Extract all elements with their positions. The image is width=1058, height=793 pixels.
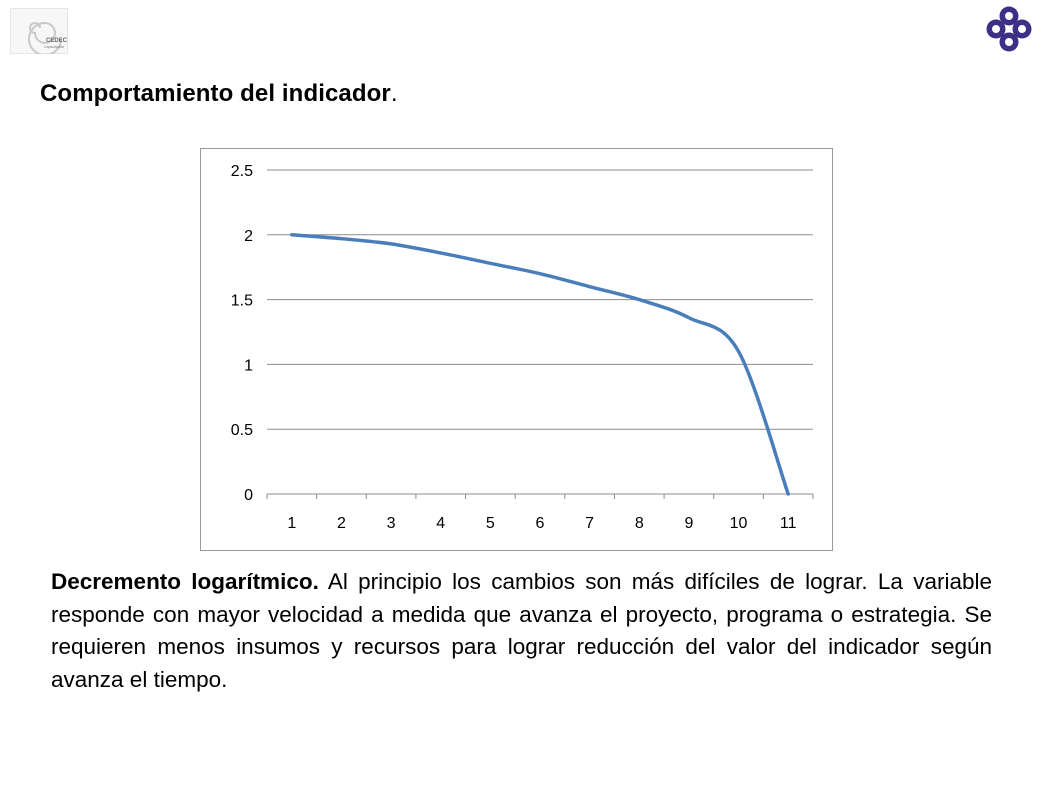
x-tick-label: 10: [730, 515, 748, 532]
series-layer: [290, 233, 790, 496]
x-tick-label: 9: [684, 515, 693, 532]
cedec-logo: CEDEC Capacitación: [10, 8, 68, 56]
chart-container: 0 0.5 1 1.5 2 2.5 1 2 3 4 5 6 7 8 9 10 11: [200, 148, 833, 551]
quatrefoil-logo-icon: [986, 6, 1032, 52]
y-tick-label: 0: [244, 487, 253, 504]
logo-text: CEDEC: [46, 38, 68, 44]
spiral-logo-icon: CEDEC Capacitación: [10, 8, 68, 56]
y-axis-ticks: 0 0.5 1 1.5 2 2.5: [231, 163, 253, 504]
logo-subtext: Capacitación: [44, 45, 64, 49]
description-paragraph: Decremento logarítmico. Al principio los…: [51, 566, 992, 696]
x-tick-label: 8: [635, 515, 644, 532]
grid-lines: [267, 169, 813, 430]
x-tick-label: 1: [287, 515, 296, 532]
x-tick-label: 7: [585, 515, 594, 532]
x-tick-label: 11: [780, 515, 797, 532]
page-title-dot: .: [390, 80, 398, 107]
x-tick-label: 5: [486, 515, 495, 532]
y-tick-label: 1.5: [231, 293, 253, 310]
y-tick-label: 1: [244, 357, 253, 374]
y-tick-label: 0.5: [231, 422, 253, 439]
page-title-text: Comportamiento del indicador: [40, 80, 391, 107]
y-tick-label: 2.5: [231, 163, 253, 180]
institution-logo: [986, 6, 1032, 52]
description-lead: Decremento logarítmico.: [51, 569, 319, 594]
description-body: Al principio los cambios son más difícil…: [51, 569, 992, 692]
x-axis: [266, 493, 814, 499]
x-tick-label: 6: [536, 515, 545, 532]
x-tick-label: 4: [436, 515, 445, 532]
x-tick-label: 2: [337, 515, 346, 532]
y-tick-label: 2: [244, 228, 253, 245]
line-chart: 0 0.5 1 1.5 2 2.5 1 2 3 4 5 6 7 8 9 10 11: [231, 163, 814, 532]
series-line: [290, 233, 790, 496]
x-tick-label: 3: [387, 515, 396, 532]
page-title: Comportamiento del indicador.: [40, 80, 398, 108]
x-axis-ticks: 1 2 3 4 5 6 7 8 9 10 11: [287, 515, 796, 532]
